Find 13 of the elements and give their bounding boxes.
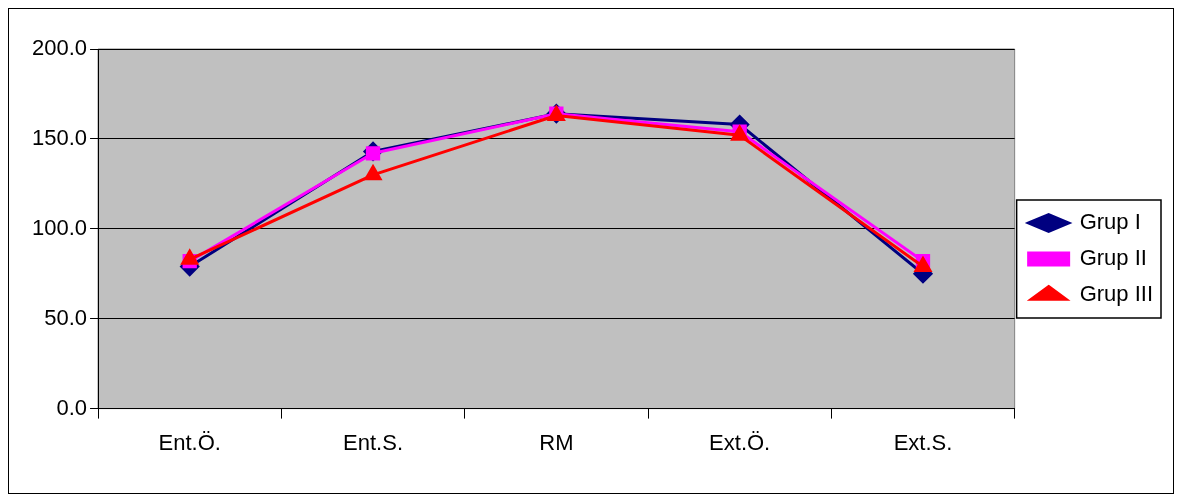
legend-label: Grup I — [1079, 209, 1141, 235]
y-tick-label: 200.0 — [31, 35, 88, 61]
legend-label: Grup III — [1079, 281, 1153, 307]
y-tick-label: 100.0 — [31, 214, 88, 240]
x-tick-label: Ext.Ö. — [709, 429, 771, 455]
y-tick-label: 0.0 — [56, 394, 88, 420]
legend-label: Grup II — [1079, 245, 1147, 271]
y-tick-label: 50.0 — [44, 304, 88, 330]
x-tick-label: Ent.S. — [343, 429, 403, 455]
x-tick-label: Ent.Ö. — [158, 429, 221, 455]
x-tick-label: Ext.S. — [893, 429, 953, 455]
x-tick-label: RM — [539, 429, 574, 455]
y-tick-label: 150.0 — [31, 124, 88, 150]
